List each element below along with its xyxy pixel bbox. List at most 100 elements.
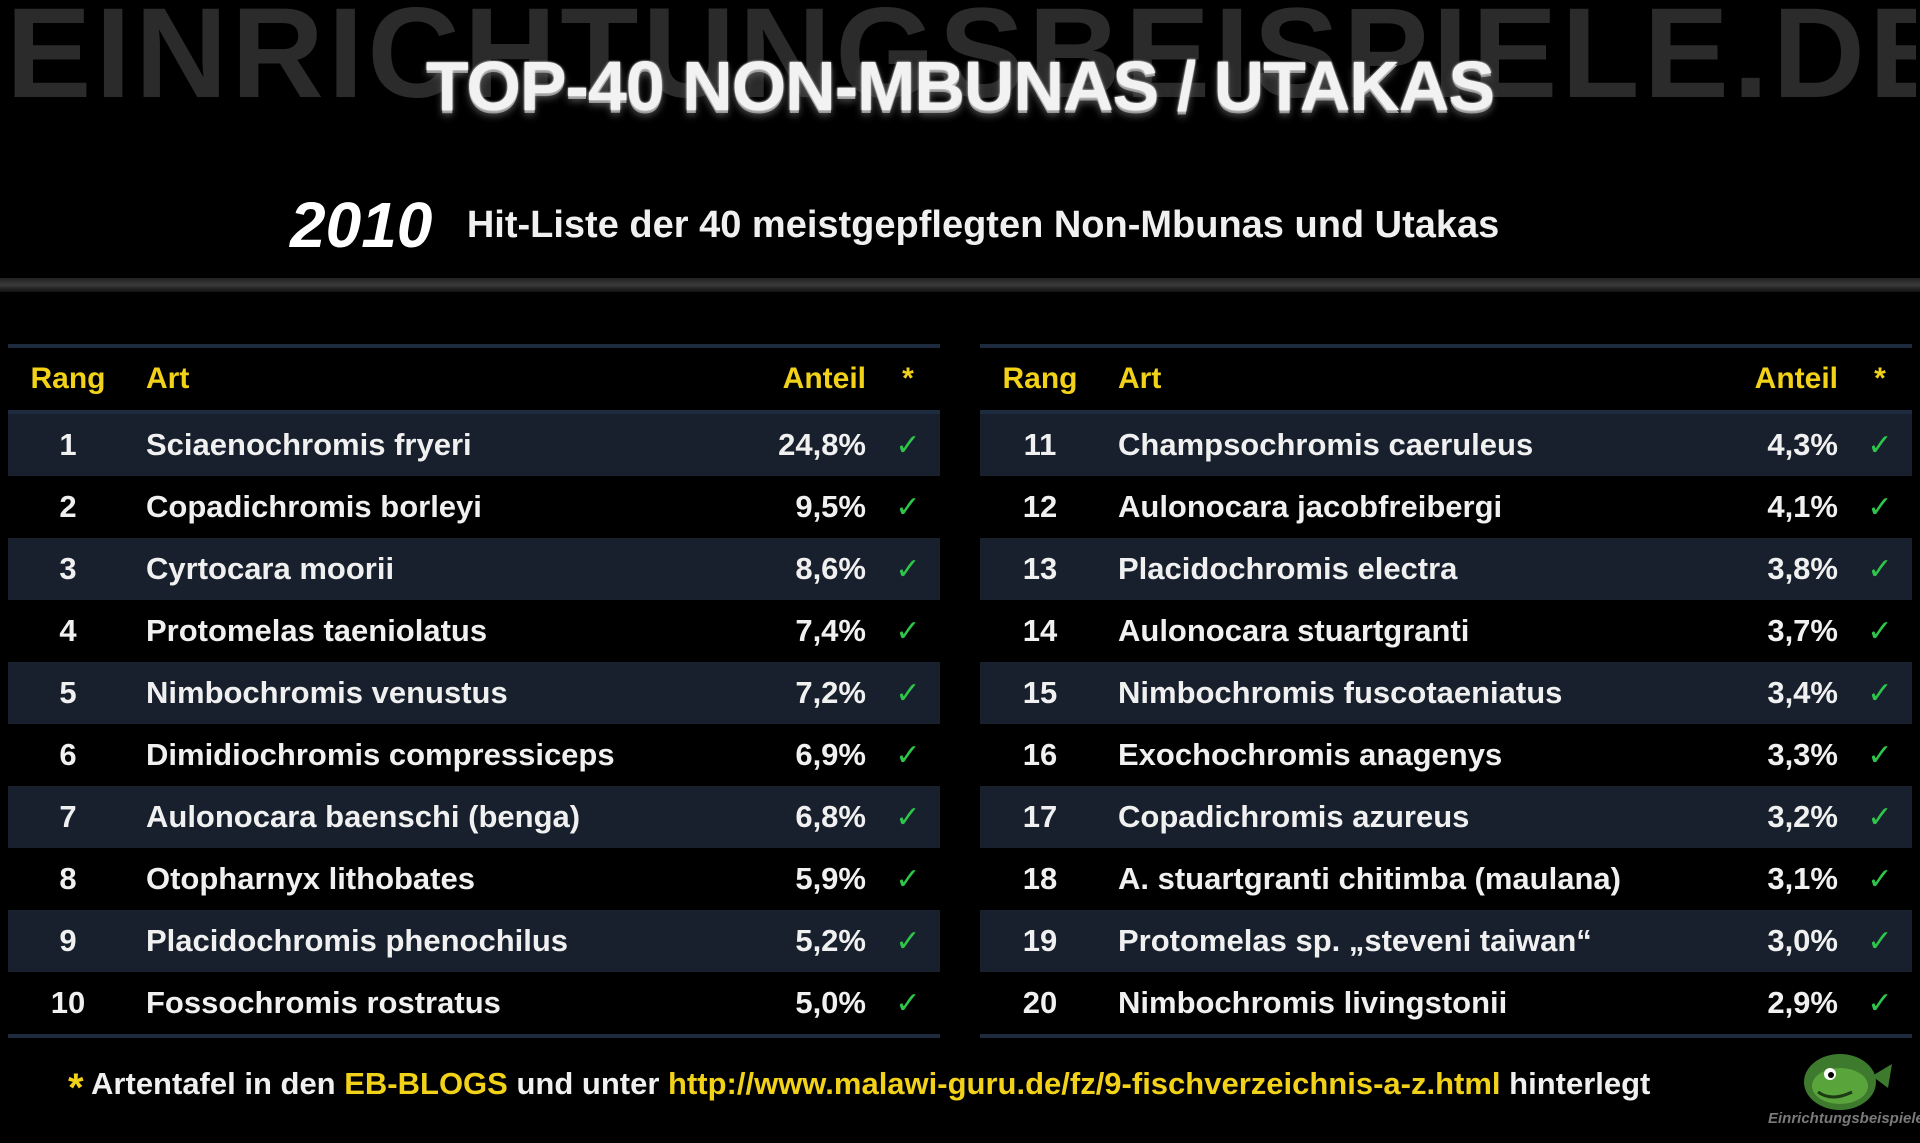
table-header: Rang Art Anteil * (980, 348, 1912, 410)
table-row: 18 A. stuartgranti chitimba (maulana) 3,1%… (980, 848, 1912, 910)
species-cell: Copadichromis azureus (1118, 799, 1470, 834)
table-row: 7 Aulonocara baenschi (benga) 6,8% ✓ (8, 786, 940, 848)
logo-text: Einrichtungsbeispiele (1768, 1110, 1920, 1127)
table-row: 3 Cyrtocara moorii 8,6% ✓ (8, 538, 940, 600)
header-star: * (1874, 362, 1886, 395)
rank-cell: 20 (1022, 985, 1058, 1020)
share-cell: 8,6% (795, 551, 866, 586)
table-row: 9 Placidochromis phenochilus 5,2% ✓ (8, 910, 940, 972)
checkmark-icon: ✓ (1867, 676, 1893, 710)
table-row: 2 Copadichromis borleyi 9,5% ✓ (8, 476, 940, 538)
share-cell: 2,9% (1767, 985, 1838, 1020)
table-row: 8 Otopharnyx lithobates 5,9% ✓ (8, 848, 940, 910)
rank-cell: 5 (59, 675, 77, 710)
page-title: TOP-40 NON-MBUNAS / UTAKAS (425, 47, 1495, 125)
footer-text-1: Artentafel in den (83, 1066, 345, 1101)
share-cell: 3,0% (1767, 923, 1838, 958)
rank-cell: 16 (1022, 737, 1058, 772)
rank-cell: 12 (1022, 489, 1058, 524)
species-cell: Cyrtocara moorii (146, 551, 395, 586)
ranking-table-left: Rang Art Anteil * 1 Sciaenochromis fryeri… (8, 344, 940, 1038)
species-cell: Dimidiochromis compressiceps (146, 737, 615, 772)
checkmark-icon: ✓ (895, 490, 921, 524)
species-cell: Nimbochromis venustus (146, 675, 508, 710)
ranking-table-right: Rang Art Anteil * 11 Champsochromis caeru… (980, 344, 1912, 1038)
rank-cell: 17 (1022, 799, 1058, 834)
share-cell: 5,0% (795, 985, 866, 1020)
rank-cell: 15 (1022, 675, 1058, 710)
checkmark-icon: ✓ (1867, 428, 1893, 462)
checkmark-icon: ✓ (1867, 490, 1893, 524)
table-row: 20 Nimbochromis livingstonii 2,9% ✓ (980, 972, 1912, 1034)
share-cell: 3,7% (1767, 613, 1838, 648)
share-cell: 3,4% (1767, 675, 1838, 710)
species-cell: Sciaenochromis fryeri (146, 427, 472, 462)
subtitle: Hit-Liste der 40 meistgepflegten Non-Mbu… (466, 203, 1500, 246)
table-row: 1 Sciaenochromis fryeri 24,8% ✓ (8, 414, 940, 476)
rank-cell: 19 (1022, 923, 1058, 958)
header-species: Art (1118, 362, 1162, 395)
checkmark-icon: ✓ (895, 862, 921, 896)
rank-cell: 4 (59, 613, 77, 648)
rank-cell: 1 (59, 427, 77, 462)
footer-text-2: und unter (507, 1066, 669, 1101)
rank-cell: 8 (59, 861, 77, 896)
table-header-rule (980, 410, 1912, 414)
checkmark-icon: ✓ (895, 924, 921, 958)
table-row: 19 Protomelas sp. „steveni taiwan“ 3,0% ✓ (980, 910, 1912, 972)
share-cell: 6,8% (795, 799, 866, 834)
species-cell: Exochochromis anagenys (1118, 737, 1503, 772)
header-share: Anteil (1754, 362, 1838, 395)
checkmark-icon: ✓ (895, 800, 921, 834)
eb-blogs-link[interactable]: EB-BLOGS (344, 1066, 508, 1101)
year-label: 2010 (290, 189, 433, 261)
table-header-rule (8, 410, 940, 414)
share-cell: 4,3% (1767, 427, 1838, 462)
header-star: * (902, 362, 914, 395)
checkmark-icon: ✓ (1867, 614, 1893, 648)
table-top-rule (980, 344, 1912, 348)
species-cell: A. stuartgranti chitimba (maulana) (1118, 861, 1621, 896)
species-cell: Otopharnyx lithobates (146, 861, 475, 896)
rank-cell: 18 (1022, 861, 1058, 896)
species-cell: Aulonocara stuartgranti (1118, 613, 1470, 648)
table-body-left: 1 Sciaenochromis fryeri 24,8% ✓ 2 Copadichrom… (8, 414, 940, 1034)
table-row: 13 Placidochromis electra 3,8% ✓ (980, 538, 1912, 600)
species-cell: Aulonocara jacobfreibergi (1118, 489, 1503, 524)
share-cell: 9,5% (795, 489, 866, 524)
share-cell: 4,1% (1767, 489, 1838, 524)
species-cell: Fossochromis rostratus (146, 985, 501, 1020)
table-row: 6 Dimidiochromis compressiceps 6,9% ✓ (8, 724, 940, 786)
rank-cell: 6 (59, 737, 77, 772)
species-cell: Copadichromis borleyi (146, 489, 482, 524)
checkmark-icon: ✓ (895, 552, 921, 586)
checkmark-icon: ✓ (1867, 552, 1893, 586)
species-cell: Placidochromis phenochilus (146, 923, 569, 958)
share-cell: 6,9% (795, 737, 866, 772)
share-cell: 3,8% (1767, 551, 1838, 586)
table-row: 12 Aulonocara jacobfreibergi 4,1% ✓ (980, 476, 1912, 538)
table-row: 16 Exochochromis anagenys 3,3% ✓ (980, 724, 1912, 786)
checkmark-icon: ✓ (1867, 986, 1893, 1020)
checkmark-icon: ✓ (1867, 862, 1893, 896)
checkmark-icon: ✓ (895, 428, 921, 462)
share-cell: 5,9% (795, 861, 866, 896)
divider (0, 278, 1920, 292)
checkmark-icon: ✓ (895, 986, 921, 1020)
table-row: 11 Champsochromis caeruleus 4,3% ✓ (980, 414, 1912, 476)
rank-cell: 10 (50, 985, 86, 1020)
watermark: EINRICHTUNGSBEISPIELE.DE (6, 0, 1916, 118)
table-top-rule (8, 344, 940, 348)
table-header: Rang Art Anteil * (8, 348, 940, 410)
rank-cell: 2 (59, 489, 77, 524)
table-bottom-rule (8, 1034, 940, 1038)
table-bottom-rule (980, 1034, 1912, 1038)
species-cell: Champsochromis caeruleus (1118, 427, 1534, 462)
checkmark-icon: ✓ (895, 738, 921, 772)
malawi-guru-link[interactable]: http://www.malawi-guru.de/fz/9-fischverz… (668, 1066, 1501, 1101)
rank-cell: 14 (1022, 613, 1058, 648)
species-cell: Aulonocara baenschi (benga) (146, 799, 581, 834)
table-row: 5 Nimbochromis venustus 7,2% ✓ (8, 662, 940, 724)
table-row: 17 Copadichromis azureus 3,2% ✓ (980, 786, 1912, 848)
subtitle-row: 2010 Hit-Liste der 40 meistgepflegten No… (290, 188, 1499, 262)
